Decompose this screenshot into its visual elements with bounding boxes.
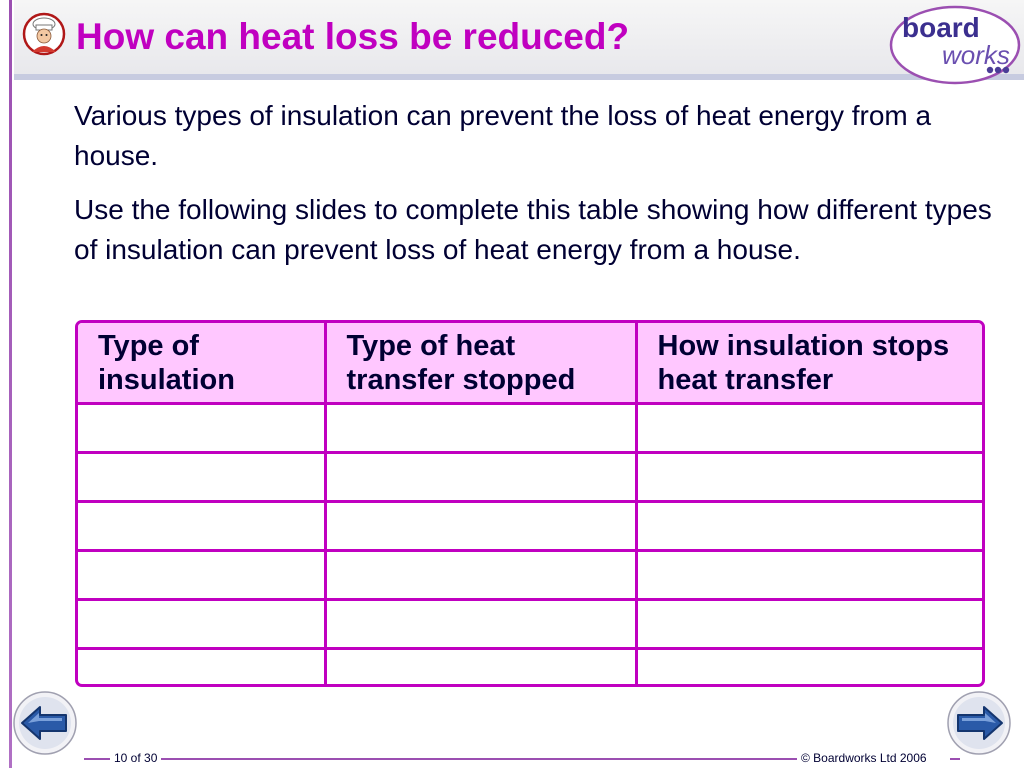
table-row: [78, 647, 982, 684]
page-indicator: 10 of 30: [110, 751, 162, 765]
insulation-table: Type of insulation Type of heat transfer…: [75, 320, 985, 687]
slide-title: How can heat loss be reduced?: [76, 16, 630, 57]
table-cell[interactable]: [78, 500, 327, 551]
footer-rule-right: [170, 758, 800, 760]
table-cell[interactable]: [636, 549, 982, 600]
table-cell[interactable]: [636, 500, 982, 551]
copyright-notice: © Boardworks Ltd 2006: [797, 751, 931, 765]
logo-works-text: works: [942, 40, 1010, 70]
footer-rule-end: [950, 758, 960, 760]
table-row: [78, 549, 982, 600]
table-cell[interactable]: [325, 451, 638, 502]
table-row: [78, 451, 982, 502]
table-cell[interactable]: [325, 647, 638, 684]
table-cell[interactable]: [636, 404, 982, 453]
table-row: [78, 403, 982, 453]
table-row: [78, 500, 982, 551]
table-cell[interactable]: [78, 598, 327, 649]
table-cell[interactable]: [78, 403, 327, 453]
table-cell[interactable]: [325, 598, 638, 649]
table-cell[interactable]: [78, 549, 327, 600]
table-row: [78, 598, 982, 649]
table-cell[interactable]: [78, 647, 327, 684]
table-header-row: Type of insulation Type of heat transfer…: [78, 323, 982, 405]
table-cell[interactable]: [636, 647, 982, 684]
title-bar-stripe: [14, 74, 1024, 80]
left-border-rule: [9, 0, 12, 768]
logo-board-text: board: [902, 12, 980, 43]
table-cell[interactable]: [78, 451, 327, 502]
header-type-of-insulation: Type of insulation: [78, 323, 327, 405]
arrow-left-icon[interactable]: [12, 690, 78, 756]
chef-icon: [22, 12, 66, 56]
table-cell[interactable]: [325, 403, 638, 453]
table-cell[interactable]: [636, 598, 982, 649]
table-cell[interactable]: [636, 451, 982, 502]
boardworks-logo: board works: [888, 4, 1022, 86]
table-cell[interactable]: [325, 500, 638, 551]
table-cell[interactable]: [325, 549, 638, 600]
header-how-insulation-stops: How insulation stops heat transfer: [636, 323, 982, 405]
arrow-right-icon[interactable]: [946, 690, 1012, 756]
title-bar: [14, 0, 1024, 74]
header-heat-transfer-stopped: Type of heat transfer stopped: [325, 323, 638, 405]
instruction-paragraph: Use the following slides to complete thi…: [74, 194, 992, 265]
intro-paragraph: Various types of insulation can prevent …: [74, 100, 932, 171]
